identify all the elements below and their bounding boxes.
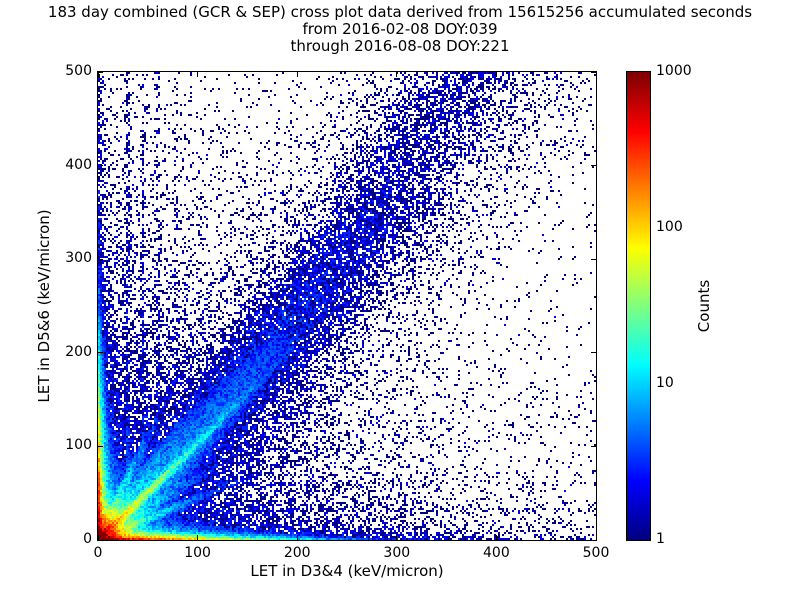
y-tick-mark [98,539,103,541]
y-axis-label: LET in D5&6 (keV/micron) [35,209,53,403]
plot-area [97,71,597,541]
y-tick-mark-right [591,445,596,447]
y-tick-mark [98,352,103,354]
x-tick-mark [495,535,497,540]
chart-title-line1: 183 day combined (GCR & SEP) cross plot … [47,3,753,21]
x-tick-label: 300 [383,545,411,561]
y-tick-label: 100 [65,437,92,454]
x-tick-label: 200 [283,545,311,561]
colorbar-tick-label: 1 [656,531,665,547]
x-tick-mark [595,535,597,540]
y-tick-label: 0 [83,531,92,547]
y-tick-mark-right [591,165,596,167]
y-tick-mark-right [591,352,596,354]
colorbar-gradient-canvas [627,72,650,540]
x-tick-label: 500 [582,545,610,561]
x-tick-mark [396,535,398,540]
y-tick-mark-right [591,71,596,73]
y-tick-mark [98,445,103,447]
x-tick-mark [296,535,298,540]
x-tick-mark-top [595,72,597,77]
colorbar-tick-label: 1000 [656,63,692,79]
x-tick-label: 0 [93,545,103,561]
y-tick-label: 500 [65,63,92,79]
x-tick-mark-top [396,72,398,77]
x-axis-label: LET in D3&4 (keV/micron) [250,562,444,580]
y-tick-mark-right [591,539,596,541]
x-tick-mark [97,535,99,540]
y-tick-label: 400 [65,156,92,173]
colorbar-tick-label: 10 [656,375,674,391]
x-tick-mark [197,535,199,540]
x-tick-mark-top [296,72,298,77]
x-tick-mark-top [97,72,99,77]
y-tick-mark [98,165,103,167]
y-tick-mark [98,71,103,73]
colorbar [626,71,651,541]
colorbar-tick-label: 100 [656,219,683,235]
y-tick-mark-right [591,258,596,260]
y-tick-mark [98,258,103,260]
x-tick-label: 100 [184,545,211,561]
chart-title-line2: from 2016-02-08 DOY:039 [302,20,498,38]
y-tick-label: 300 [65,250,92,267]
colorbar-axis-label: Counts [695,279,713,333]
x-tick-mark-top [495,72,497,77]
x-tick-label: 400 [483,545,510,561]
x-tick-mark-top [197,72,199,77]
scatter-heatmap-canvas [98,72,596,540]
chart-title-line3: through 2016-08-08 DOY:221 [290,37,510,55]
y-tick-label: 200 [65,343,92,360]
